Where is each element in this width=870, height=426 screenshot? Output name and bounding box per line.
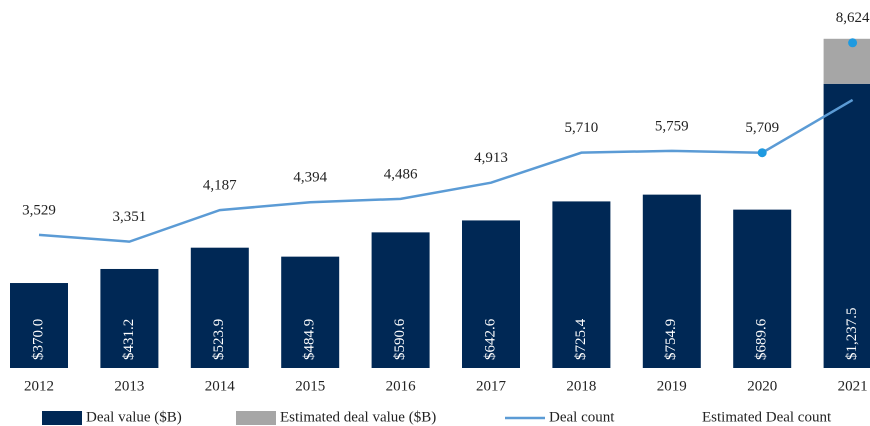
data-label: 4,486 (384, 166, 418, 182)
bar-label: $642.6 (482, 318, 498, 360)
marker (757, 148, 767, 158)
data-label: 4,913 (474, 150, 508, 166)
bar (823, 83, 870, 368)
x-tick-label: 2017 (476, 378, 507, 394)
bar-label: $370.0 (30, 319, 46, 360)
bar (552, 201, 611, 368)
bar-label: $725.4 (573, 318, 589, 360)
x-tick-label: 2021 (838, 378, 868, 394)
bar (823, 38, 870, 84)
data-label: 4,394 (293, 170, 327, 186)
data-label: 5,759 (655, 118, 689, 134)
data-label: 3,529 (22, 202, 56, 218)
data-label: 5,709 (745, 120, 779, 136)
line (38, 98, 854, 243)
legend-label: Estimated deal value ($B) (280, 409, 436, 425)
x-tick-label: 2012 (24, 378, 54, 394)
x-tick-label: 2020 (747, 378, 777, 394)
data-label: 3,351 (113, 209, 147, 225)
bar (10, 283, 68, 368)
legend-label: Deal count (549, 409, 615, 425)
bar (100, 268, 159, 368)
x-tick-label: 2019 (657, 378, 687, 394)
bar-label: $484.9 (302, 319, 318, 360)
bar (281, 256, 340, 368)
marker (848, 38, 858, 48)
bar-label: $689.6 (754, 318, 770, 360)
x-tick-label: 2016 (386, 378, 417, 394)
bar-label: $590.6 (392, 318, 408, 360)
bar (733, 209, 792, 368)
bar-label: $754.9 (663, 319, 679, 360)
bar (371, 232, 430, 368)
data-label: 8,624 (836, 10, 870, 26)
legend-label: Deal value ($B) (86, 409, 182, 425)
bar-label: $523.9 (211, 319, 227, 360)
legend-swatch (42, 411, 82, 425)
x-tick-label: 2015 (295, 378, 325, 394)
data-label: 4,187 (203, 178, 237, 194)
legend-label: Estimated Deal count (702, 409, 832, 425)
x-tick-label: 2013 (114, 378, 144, 394)
bar-label: $431.2 (121, 319, 137, 360)
data-label: 5,710 (565, 120, 599, 136)
x-tick-label: 2014 (205, 378, 236, 394)
bar (462, 220, 520, 368)
bar-label: $1,237.5 (844, 308, 860, 361)
bar (642, 194, 701, 368)
x-tick-label: 2018 (566, 378, 596, 394)
legend-swatch (236, 411, 276, 425)
bar (190, 247, 249, 368)
